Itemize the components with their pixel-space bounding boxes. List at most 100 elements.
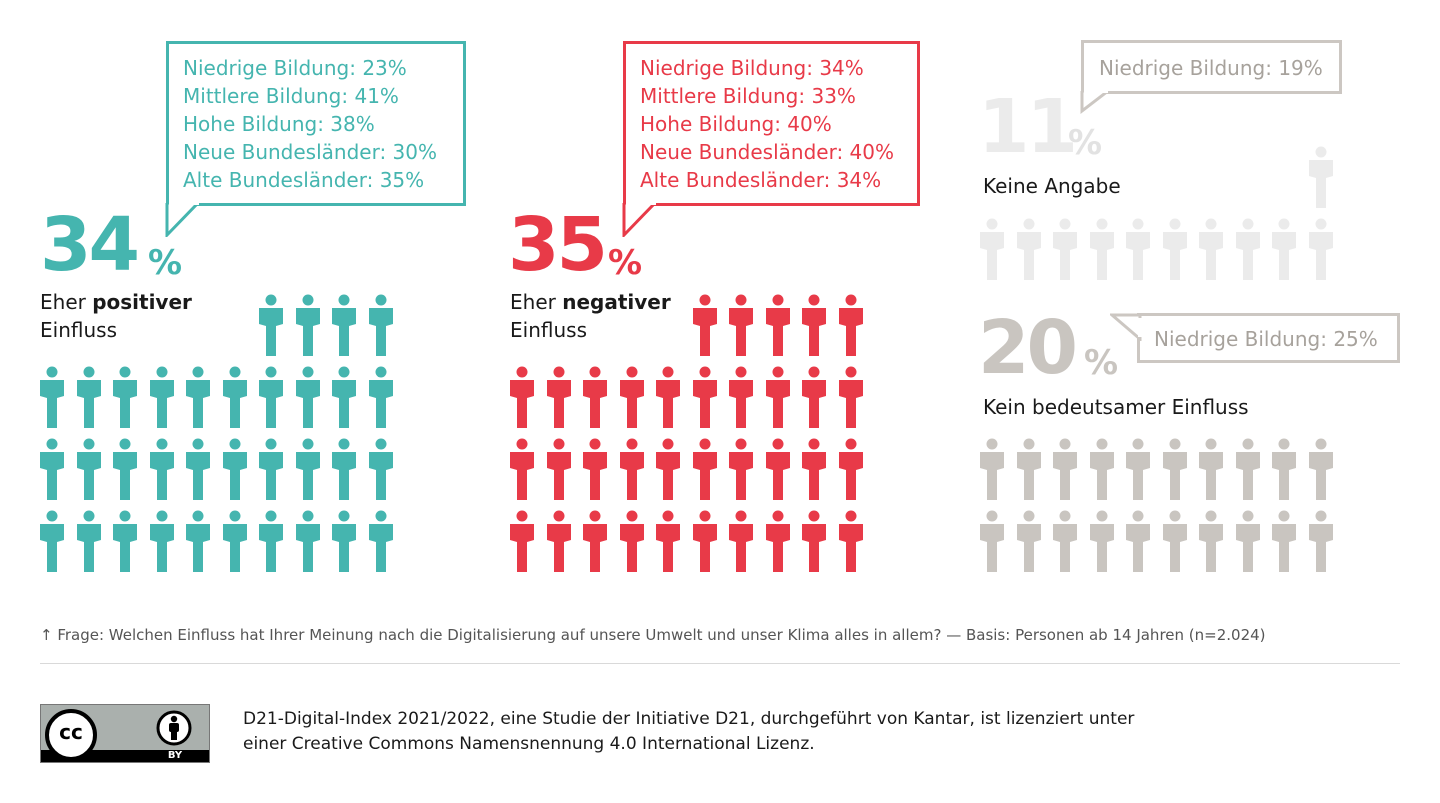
person-icon: [765, 366, 790, 428]
person-icon: [765, 294, 790, 356]
panel-label: Eher negativer Einfluss: [510, 288, 671, 344]
person-icon: [583, 366, 607, 428]
person-icon: [40, 510, 64, 572]
person-icon: [1272, 438, 1296, 500]
percent-value: 34: [40, 202, 140, 288]
callout-line: Neue Bundesländer: 40%: [640, 140, 895, 164]
person-icon: [838, 366, 863, 428]
person-icon: [186, 366, 210, 428]
person-icon: [149, 366, 174, 428]
person-icon: [692, 510, 717, 572]
person-icon: [980, 510, 1004, 572]
percent-value: 35: [508, 202, 608, 288]
person-icon: [1308, 438, 1333, 500]
person-icon: [1272, 510, 1296, 572]
person-icon: [692, 438, 717, 500]
license-line1: D21-Digital-Index 2021/2022, eine Studie…: [243, 709, 1135, 729]
person-icon: [510, 366, 534, 428]
person-icon: [546, 510, 571, 572]
cc-icon: [45, 709, 97, 761]
person-icon: [980, 438, 1004, 500]
label-line2: Einfluss: [510, 318, 587, 342]
person-icon: [802, 510, 826, 572]
person-icon: [729, 438, 753, 500]
panel-label: Kein bedeutsamer Einfluss: [983, 395, 1249, 419]
person-icon: [295, 510, 320, 572]
callout-tail: [165, 203, 201, 237]
person-icon: [1199, 218, 1223, 280]
label-prefix: Eher: [40, 290, 86, 314]
person-icon: [1235, 438, 1260, 500]
person-icon: [259, 438, 283, 500]
person-icon: [1089, 218, 1114, 280]
person-icon: [802, 294, 826, 356]
person-icon: [546, 366, 571, 428]
person-icon: [1016, 218, 1041, 280]
person-icon: [149, 438, 174, 500]
person-icon: [40, 366, 64, 428]
person-icon: [259, 510, 283, 572]
callout-negative: Niedrige Bildung: 34% Mittlere Bildung: …: [623, 41, 920, 206]
person-icon: [1272, 218, 1296, 280]
person-icon: [729, 366, 753, 428]
person-icon: [619, 510, 644, 572]
person-icon: [332, 510, 356, 572]
label-bold: positiver: [92, 290, 192, 314]
person-icon: [1199, 438, 1223, 500]
person-icon: [76, 510, 101, 572]
person-icon: [1089, 438, 1114, 500]
person-icon: [1162, 218, 1187, 280]
person-icon: [692, 294, 717, 356]
person-icon: [186, 510, 210, 572]
panel-label: Keine Angabe: [983, 174, 1121, 198]
callout-no-answer: Niedrige Bildung: 19%: [1081, 40, 1342, 94]
person-icon: [113, 438, 137, 500]
percent-value: 20: [978, 305, 1078, 391]
person-icon: [295, 438, 320, 500]
callout-no-significant: Niedrige Bildung: 25%: [1137, 313, 1400, 363]
person-icon: [76, 366, 101, 428]
person-icon: [186, 438, 210, 500]
person-icon: [802, 366, 826, 428]
attribution-icon: [156, 710, 192, 746]
callout-line: Niedrige Bildung: 23%: [183, 56, 407, 80]
person-icon: [332, 366, 356, 428]
percent-unit: %: [1084, 343, 1119, 383]
person-icon: [546, 438, 571, 500]
person-icon: [332, 438, 356, 500]
person-icon: [619, 438, 644, 500]
callout-line: Niedrige Bildung: 25%: [1154, 327, 1378, 351]
person-icon: [1126, 218, 1150, 280]
percent-unit: %: [148, 243, 183, 283]
person-icon: [980, 218, 1004, 280]
percent-unit: %: [608, 243, 643, 283]
person-icon: [113, 510, 137, 572]
panel-label: Eher positiver Einfluss: [40, 288, 192, 344]
pictogram-no-significant: [980, 430, 1340, 572]
person-icon: [332, 294, 356, 356]
person-icon: [368, 510, 393, 572]
person-icon: [1016, 510, 1041, 572]
person-icon: [765, 510, 790, 572]
footnote: ↑ Frage: Welchen Einfluss hat Ihrer Mein…: [40, 626, 1266, 644]
label-prefix: Eher: [510, 290, 556, 314]
person-icon: [583, 438, 607, 500]
pictogram-negative: [510, 288, 870, 572]
person-icon: [619, 366, 644, 428]
person-icon: [1235, 218, 1260, 280]
callout-line: Neue Bundesländer: 30%: [183, 140, 438, 164]
cc-by-badge[interactable]: cc BY: [40, 704, 210, 763]
person-icon: [656, 510, 680, 572]
person-icon: [1126, 510, 1150, 572]
percent-unit: %: [1068, 123, 1103, 163]
person-icon: [295, 366, 320, 428]
callout-line: Hohe Bildung: 40%: [640, 112, 832, 136]
percent-value: 11: [978, 84, 1078, 170]
cc-icon-text: cc: [59, 720, 83, 744]
label-bold: negativer: [562, 290, 671, 314]
person-icon: [510, 510, 534, 572]
callout-positive: Niedrige Bildung: 23% Mittlere Bildung: …: [166, 41, 466, 206]
person-icon: [838, 438, 863, 500]
license-text: D21-Digital-Index 2021/2022, eine Studie…: [243, 707, 1134, 757]
person-icon: [368, 294, 393, 356]
